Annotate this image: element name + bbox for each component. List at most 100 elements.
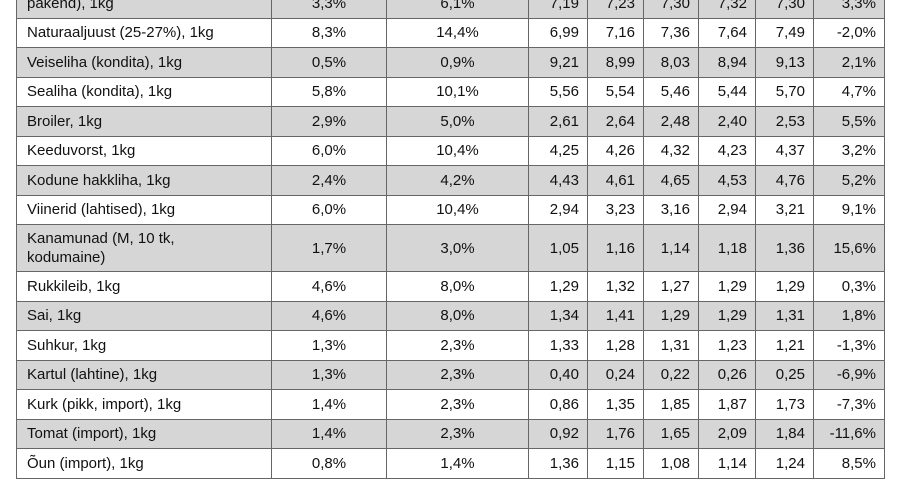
cell-price-1: 1,05 — [528, 224, 588, 272]
cell-price-1: 4,25 — [528, 135, 588, 166]
cell-price-3: 3,16 — [643, 194, 699, 225]
cell-price-change: 4,7% — [813, 76, 885, 107]
cell-price-3: 1,65 — [643, 418, 699, 449]
cell-product-name: Tomat (import), 1kg — [16, 418, 272, 449]
cell-price-1: 2,61 — [528, 106, 588, 137]
cell-group-share: 8,0% — [386, 271, 529, 302]
cell-price-2: 4,61 — [587, 165, 644, 196]
cell-price-2: 7,16 — [587, 17, 644, 48]
cell-price-5: 4,37 — [755, 135, 814, 166]
cell-product-name: Keeduvorst, 1kg — [16, 135, 272, 166]
cell-group-share: 2,3% — [386, 330, 529, 361]
cell-weight-share: 2,9% — [271, 106, 387, 137]
table-row: Sealiha (kondita), 1kg 5,8% 10,1% 5,56 5,54 5… — [16, 76, 885, 107]
cell-price-change: 5,2% — [813, 165, 885, 196]
cell-price-2: 5,54 — [587, 76, 644, 107]
cell-price-change: 3,3% — [813, 0, 885, 19]
cell-weight-share: 0,8% — [271, 448, 387, 479]
cell-product-name: Õun (import), 1kg — [16, 448, 272, 479]
cell-price-2: 1,28 — [587, 330, 644, 361]
cell-weight-share: 0,5% — [271, 47, 387, 78]
cell-price-5: 1,29 — [755, 271, 814, 302]
cell-price-4: 5,44 — [698, 76, 756, 107]
cell-weight-share: 1,3% — [271, 359, 387, 390]
table-row: pakend), 1kg 3,3% 6,1% 7,19 7,23 7,30 7,32 7,30… — [16, 0, 885, 19]
cell-group-share: 14,4% — [386, 17, 529, 48]
cell-price-change: 5,5% — [813, 106, 885, 137]
cell-group-share: 3,0% — [386, 224, 529, 272]
cell-price-3: 7,30 — [643, 0, 699, 19]
cell-product-name: Naturaaljuust (25-27%), 1kg — [16, 17, 272, 48]
cell-price-2: 3,23 — [587, 194, 644, 225]
cell-price-3: 5,46 — [643, 76, 699, 107]
cell-group-share: 8,0% — [386, 300, 529, 331]
cell-price-5: 9,13 — [755, 47, 814, 78]
cell-price-1: 0,40 — [528, 359, 588, 390]
cell-price-4: 4,23 — [698, 135, 756, 166]
cell-price-5: 7,30 — [755, 0, 814, 19]
cell-price-4: 0,26 — [698, 359, 756, 390]
cell-price-2: 8,99 — [587, 47, 644, 78]
cell-price-2: 1,35 — [587, 389, 644, 420]
cell-weight-share: 1,4% — [271, 389, 387, 420]
cell-price-4: 2,94 — [698, 194, 756, 225]
cell-price-2: 7,23 — [587, 0, 644, 19]
cell-price-5: 1,31 — [755, 300, 814, 331]
product-name-text: Kanamunad (M, 10 tk, — [27, 230, 175, 247]
cell-price-4: 1,87 — [698, 389, 756, 420]
product-name-text: Viinerid (lahtised), 1kg — [27, 201, 176, 219]
table-row: Rukkileib, 1kg 4,6% 8,0% 1,29 1,32 1,27 1,29 1,… — [16, 271, 885, 302]
cell-product-name: Suhkur, 1kg — [16, 330, 272, 361]
cell-price-4: 2,09 — [698, 418, 756, 449]
cell-price-1: 1,34 — [528, 300, 588, 331]
table-row: Kurk (pikk, import), 1kg 1,4% 2,3% 0,86 1,35… — [16, 389, 885, 420]
cell-group-share: 2,3% — [386, 418, 529, 449]
cell-price-5: 0,25 — [755, 359, 814, 390]
cell-weight-share: 6,0% — [271, 135, 387, 166]
table-row: Kartul (lahtine), 1kg 1,3% 2,3% 0,40 0,24 0,2… — [16, 359, 885, 390]
cell-price-5: 3,21 — [755, 194, 814, 225]
cell-price-1: 1,29 — [528, 271, 588, 302]
cell-price-3: 4,65 — [643, 165, 699, 196]
product-name-text: Kodune hakkliha, 1kg — [27, 171, 171, 189]
cell-price-1: 7,19 — [528, 0, 588, 19]
cell-group-share: 10,1% — [386, 76, 529, 107]
cell-price-1: 9,21 — [528, 47, 588, 78]
table-row: Suhkur, 1kg 1,3% 2,3% 1,33 1,28 1,31 1,23 1,21-… — [16, 330, 885, 361]
cell-price-4: 7,64 — [698, 17, 756, 48]
cell-price-5: 1,73 — [755, 389, 814, 420]
product-name-text: Sealiha (kondita), 1kg — [27, 83, 173, 101]
cell-weight-share: 8,3% — [271, 17, 387, 48]
product-name-text-line2: kodumaine) — [27, 249, 106, 266]
cell-product-name: Kanamunad (M, 10 tk, kodumaine) — [16, 224, 272, 272]
cell-product-name: Kodune hakkliha, 1kg — [16, 165, 272, 196]
product-name-text: Sai, 1kg — [27, 307, 82, 325]
product-name-text: pakend), 1kg — [27, 0, 114, 12]
cell-price-3: 1,85 — [643, 389, 699, 420]
cell-price-4: 1,18 — [698, 224, 756, 272]
cell-price-4: 1,29 — [698, 300, 756, 331]
cell-weight-share: 4,6% — [271, 271, 387, 302]
cell-price-5: 1,36 — [755, 224, 814, 272]
cell-group-share: 0,9% — [386, 47, 529, 78]
price-table-body: pakend), 1kg 3,3% 6,1% 7,19 7,23 7,30 7,32 7,30… — [16, 0, 885, 479]
cell-price-2: 0,24 — [587, 359, 644, 390]
cell-price-3: 1,31 — [643, 330, 699, 361]
cell-price-1: 1,36 — [528, 448, 588, 479]
cell-weight-share: 1,3% — [271, 330, 387, 361]
cell-price-5: 1,24 — [755, 448, 814, 479]
cell-price-1: 2,94 — [528, 194, 588, 225]
table-row: Naturaaljuust (25-27%), 1kg 8,3% 14,4% 6,99… — [16, 17, 885, 48]
table-row: Õun (import), 1kg 0,8% 1,4% 1,36 1,15 1,08 1,1… — [16, 448, 885, 479]
cell-price-change: -6,9% — [813, 359, 885, 390]
cell-weight-share: 6,0% — [271, 194, 387, 225]
cell-price-2: 2,64 — [587, 106, 644, 137]
product-name-text: Rukkileib, 1kg — [27, 277, 121, 295]
cell-group-share: 5,0% — [386, 106, 529, 137]
cell-price-change: -11,6% — [813, 418, 885, 449]
table-row: Keeduvorst, 1kg 6,0% 10,4% 4,25 4,26 4,32 4,23… — [16, 135, 885, 166]
cell-price-5: 1,21 — [755, 330, 814, 361]
cell-price-1: 6,99 — [528, 17, 588, 48]
cell-price-5: 4,76 — [755, 165, 814, 196]
cell-price-3: 1,27 — [643, 271, 699, 302]
